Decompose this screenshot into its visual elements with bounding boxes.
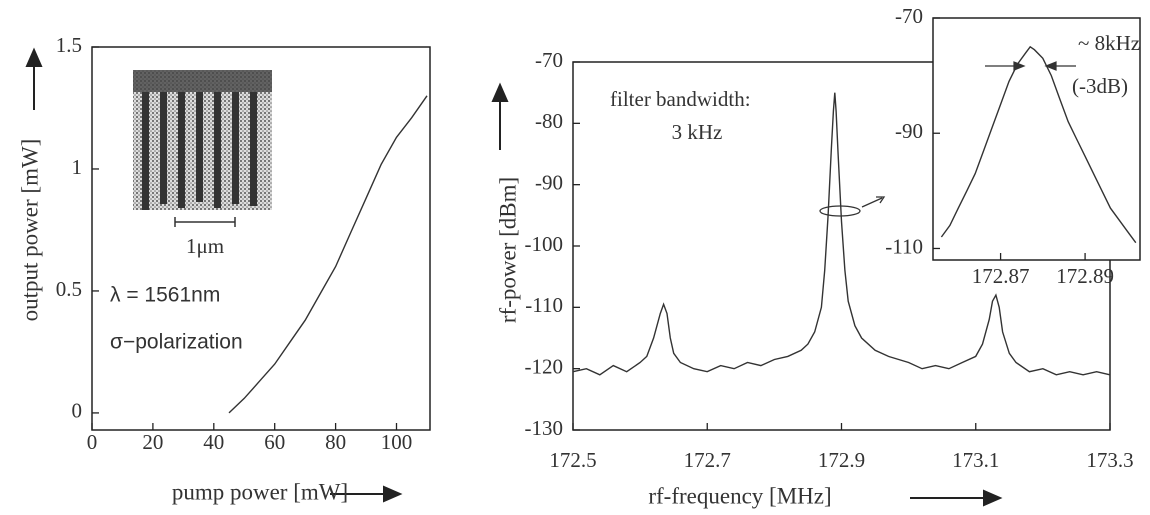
- y-axis-label: rf-power [dBm]: [495, 177, 520, 323]
- data-line: [572, 92, 1111, 376]
- x-tick-label: 173.3: [1086, 448, 1133, 472]
- y-tick-label: -90: [535, 170, 563, 194]
- x-tick-label: 80: [325, 430, 346, 454]
- y-tick-label: 0.5: [56, 277, 82, 301]
- zoom-marker: [819, 196, 886, 217]
- chart: 0 20 40 60 80 100 0 0.5 1 1.5 pump power [mW] outpu…: [17, 33, 431, 504]
- x-tick-label: 172.9: [818, 448, 865, 472]
- y-tick-label: 1: [72, 155, 83, 179]
- x-tick-label: 0: [87, 430, 98, 454]
- y-tick-label: -90: [895, 119, 923, 143]
- annotation: 3 kHz: [672, 120, 723, 144]
- x-tick-label: 20: [142, 430, 163, 454]
- x-tick-label: 172.5: [549, 448, 596, 472]
- annotation: 1μm: [186, 234, 224, 258]
- x-axis-label: pump power [mW]: [172, 479, 348, 504]
- x-tick-label: 60: [264, 430, 285, 454]
- annotation: σ−polarization: [110, 331, 243, 354]
- y-tick-label: -70: [895, 4, 923, 28]
- x-tick-label: 172.87: [972, 264, 1030, 288]
- y-tick-label: 0: [72, 399, 83, 423]
- axis-arrows: [25, 47, 1003, 507]
- y-tick-label: -110: [525, 293, 563, 317]
- x-tick-label: 172.89: [1056, 264, 1114, 288]
- annotation: ~ 8kHz: [1078, 31, 1140, 55]
- fwhm-arrows: [985, 61, 1076, 71]
- y-tick-label: -110: [885, 234, 923, 258]
- y-tick-label: -80: [535, 109, 563, 133]
- data-line: [940, 45, 1137, 244]
- chart: 172.87 172.89 -70 -90 -110 ~ 8kHz (-3dB): [885, 4, 1141, 288]
- x-tick-label: 172.7: [684, 448, 731, 472]
- chart: 172.5 172.7 172.9 173.1 173.3 -70 -80 -90 -100 -1…: [495, 48, 1133, 508]
- y-tick-label: -100: [525, 232, 564, 256]
- plot-frame: [932, 17, 1141, 261]
- plot-frame: [91, 46, 431, 431]
- sem-image: [133, 70, 272, 227]
- annotation: filter bandwidth:: [610, 87, 751, 111]
- y-axis-label: output power [mW]: [17, 139, 42, 322]
- fwhm-arrow-head: [1044, 61, 1057, 71]
- annotation: (-3dB): [1072, 74, 1128, 98]
- x-axis-label: rf-frequency [MHz]: [648, 483, 831, 508]
- x-tick-label: 40: [203, 430, 224, 454]
- y-tick-label: 1.5: [56, 33, 82, 57]
- y-tick-label: -130: [525, 416, 564, 440]
- fwhm-arrow-head: [1013, 61, 1026, 71]
- x-tick-label: 100: [381, 430, 413, 454]
- x-tick-label: 173.1: [952, 448, 999, 472]
- annotation: λ = 1561nm: [110, 284, 220, 307]
- y-tick-label: -120: [525, 354, 564, 378]
- y-tick-label: -70: [535, 48, 563, 72]
- data-line: [228, 95, 428, 414]
